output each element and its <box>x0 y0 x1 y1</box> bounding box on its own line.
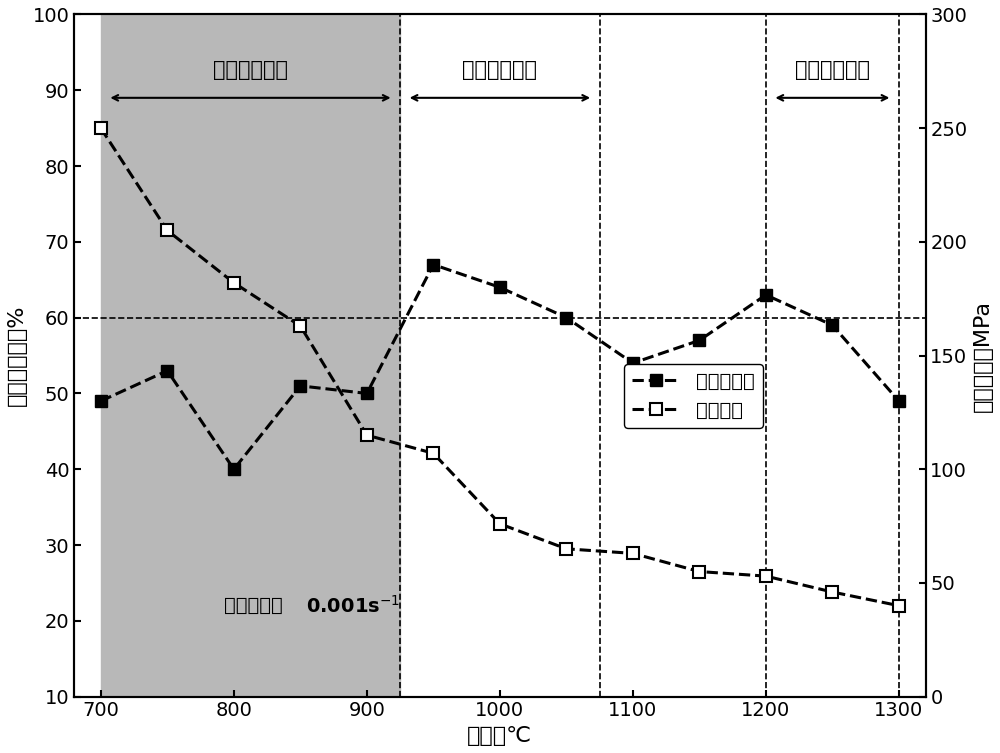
Line: 断面收缩率: 断面收缩率 <box>95 258 905 475</box>
抵拉强度 <box>693 567 705 576</box>
断面收缩率 <box>228 465 240 474</box>
Bar <box>101 14 400 697</box>
断面收缩率 <box>494 283 506 292</box>
抵拉强度 <box>826 587 838 596</box>
抵拉强度 <box>294 322 306 331</box>
X-axis label: 温度，℃: 温度，℃ <box>467 726 532 746</box>
Text: 0.001s$^{-1}$: 0.001s$^{-1}$ <box>306 595 401 617</box>
Text: 第一脆性区间: 第一脆性区间 <box>795 60 870 80</box>
断面收缩率 <box>161 366 173 375</box>
断面收缩率 <box>427 260 439 269</box>
抵拉强度 <box>361 431 373 440</box>
断面收缩率 <box>294 381 306 390</box>
Line: 抵拉强度: 抵拉强度 <box>95 122 905 612</box>
断面收缩率 <box>95 397 107 406</box>
Text: 第三脆性区间: 第三脆性区间 <box>213 60 288 80</box>
抵拉强度 <box>161 226 173 235</box>
抵拉强度 <box>494 520 506 529</box>
断面收缩率 <box>361 389 373 398</box>
断面收缩率 <box>627 358 639 367</box>
Y-axis label: 抵拉强度，MPa: 抵拉强度，MPa <box>973 300 993 412</box>
断面收缩率 <box>760 291 772 300</box>
抵拉强度 <box>560 544 572 553</box>
Text: 第二脆性区间: 第二脆性区间 <box>462 60 537 80</box>
抵拉强度 <box>627 549 639 558</box>
抵拉强度 <box>427 449 439 458</box>
抵拉强度 <box>228 279 240 288</box>
Text: 应变速率，: 应变速率， <box>224 596 283 615</box>
断面收缩率 <box>560 313 572 322</box>
断面收缩率 <box>893 397 905 406</box>
Legend: 断面收缩率, 抵拉强度: 断面收缩率, 抵拉强度 <box>624 364 763 428</box>
抵拉强度 <box>893 601 905 610</box>
断面收缩率 <box>826 321 838 330</box>
Y-axis label: 断面收缩率，%: 断面收缩率，% <box>7 305 27 407</box>
断面收缩率 <box>693 336 705 345</box>
抵拉强度 <box>760 572 772 581</box>
抵拉强度 <box>95 123 107 133</box>
